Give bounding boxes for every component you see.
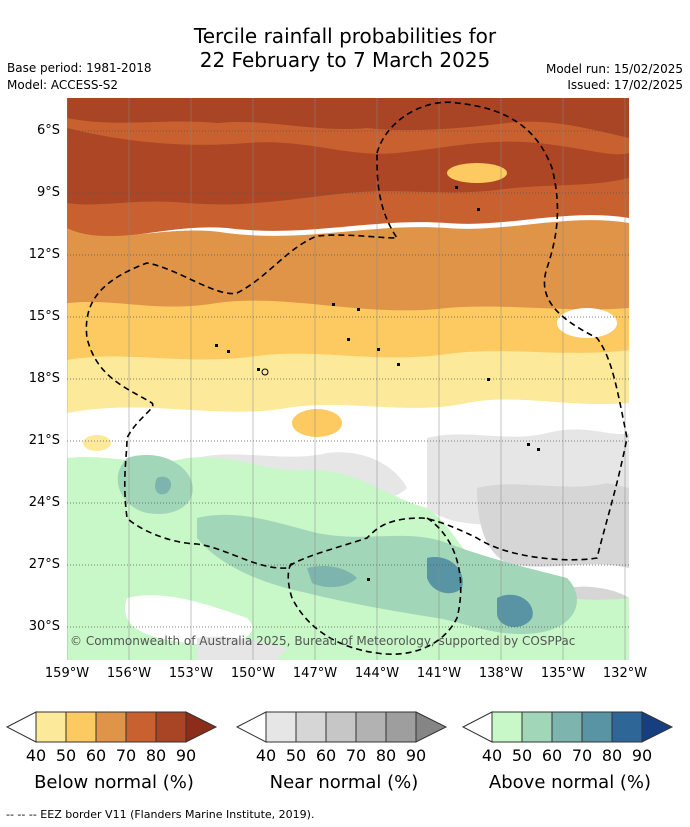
lat-label: 21°S — [28, 433, 60, 448]
colorbar-tick: 60 — [541, 746, 563, 765]
colorbar-tick: 80 — [601, 746, 623, 765]
colorbar-swatch — [491, 711, 523, 743]
lon-label: 150°W — [230, 666, 276, 681]
colorbar-extend-low — [236, 711, 267, 743]
lat-label: 30°S — [28, 619, 60, 634]
lon-label: 156°W — [106, 666, 152, 681]
colorbar-swatch — [65, 711, 97, 743]
base-period: Base period: 1981-2018 — [7, 61, 152, 75]
lon-label: 159°W — [44, 666, 90, 681]
island-markers — [215, 186, 540, 581]
lon-label: 153°W — [168, 666, 214, 681]
colorbar-tick: 40 — [255, 746, 277, 765]
lat-label: 6°S — [36, 123, 60, 138]
colorbar-near — [236, 711, 448, 743]
colorbar-above-swatches — [462, 711, 674, 743]
copyright-text: © Commonwealth of Australia 2025, Bureau… — [70, 634, 575, 648]
model-run: Model run: 15/02/2025 — [545, 62, 683, 76]
colorbar-tick: 50 — [511, 746, 533, 765]
colorbar-tick: 60 — [315, 746, 337, 765]
colorbar-swatch — [295, 711, 327, 743]
colorbar-below — [6, 711, 218, 743]
lon-label: 135°W — [540, 666, 586, 681]
colorbar-extend-low — [6, 711, 37, 743]
lat-label: 9°S — [36, 185, 60, 200]
colorbar-tick: 80 — [145, 746, 167, 765]
colorbar-extend-low — [462, 711, 493, 743]
colorbar-tick: 40 — [25, 746, 47, 765]
colorbar-tick: 60 — [85, 746, 107, 765]
anomaly-patch — [447, 163, 507, 183]
below-normal-region — [67, 98, 629, 451]
map-title-line2: 22 February to 7 March 2025 — [199, 48, 491, 72]
colorbar-swatch — [611, 711, 643, 743]
colorbar-swatch — [265, 711, 297, 743]
colorbar-near-title: Near normal (%) — [269, 772, 419, 793]
colorbar-swatch — [355, 711, 387, 743]
lon-label: 147°W — [292, 666, 338, 681]
lat-label: 15°S — [28, 309, 60, 324]
eez-footer-note: -- -- -- EEZ border V11 (Flanders Marine… — [6, 808, 315, 821]
colorbar-extend-high — [641, 711, 674, 743]
lon-label: 141°W — [416, 666, 462, 681]
colorbar-tick: 40 — [481, 746, 503, 765]
colorbar-tick: 70 — [345, 746, 367, 765]
colorbar-below-swatches — [6, 711, 218, 743]
anomaly-patch — [557, 308, 617, 338]
colorbar-above — [462, 711, 674, 743]
colorbar-tick: 70 — [115, 746, 137, 765]
lat-label: 24°S — [28, 495, 60, 510]
anomaly-patch — [292, 409, 342, 437]
colorbar-swatch — [125, 711, 157, 743]
lon-label: 138°W — [478, 666, 524, 681]
colorbar-swatch — [551, 711, 583, 743]
colorbar-tick: 90 — [175, 746, 197, 765]
map-title-line1: Tercile rainfall probabilities for — [193, 24, 497, 48]
colorbar-swatch — [155, 711, 187, 743]
colorbar-tick: 90 — [405, 746, 427, 765]
colorbar-below-title: Below normal (%) — [34, 772, 194, 793]
colorbar-swatch — [581, 711, 613, 743]
lat-label: 18°S — [28, 371, 60, 386]
probability-map: © Commonwealth of Australia 2025, Bureau… — [67, 98, 629, 660]
colorbar-swatch — [35, 711, 67, 743]
colorbar-swatch — [95, 711, 127, 743]
colorbar-tick: 80 — [375, 746, 397, 765]
model-name: Model: ACCESS-S2 — [7, 78, 119, 92]
colorbar-extend-high — [185, 711, 218, 743]
colorbar-tick: 50 — [55, 746, 77, 765]
lat-label: 27°S — [28, 557, 60, 572]
issued-date: Issued: 17/02/2025 — [567, 78, 683, 92]
colorbar-extend-high — [415, 711, 448, 743]
gridlines — [67, 98, 629, 660]
lat-label: 12°S — [28, 247, 60, 262]
colorbar-swatch — [325, 711, 357, 743]
lon-label: 144°W — [354, 666, 400, 681]
colorbar-near-swatches — [236, 711, 448, 743]
eez-borders — [85, 101, 628, 656]
colorbar-above-title: Above normal (%) — [488, 772, 652, 793]
colorbar-tick: 70 — [571, 746, 593, 765]
anomaly-patch — [83, 435, 111, 451]
colorbar-swatch — [521, 711, 553, 743]
colorbar-tick: 50 — [285, 746, 307, 765]
colorbar-swatch — [385, 711, 417, 743]
above-normal-region — [67, 454, 629, 660]
lon-label: 132°W — [602, 666, 648, 681]
colorbar-tick: 90 — [631, 746, 653, 765]
